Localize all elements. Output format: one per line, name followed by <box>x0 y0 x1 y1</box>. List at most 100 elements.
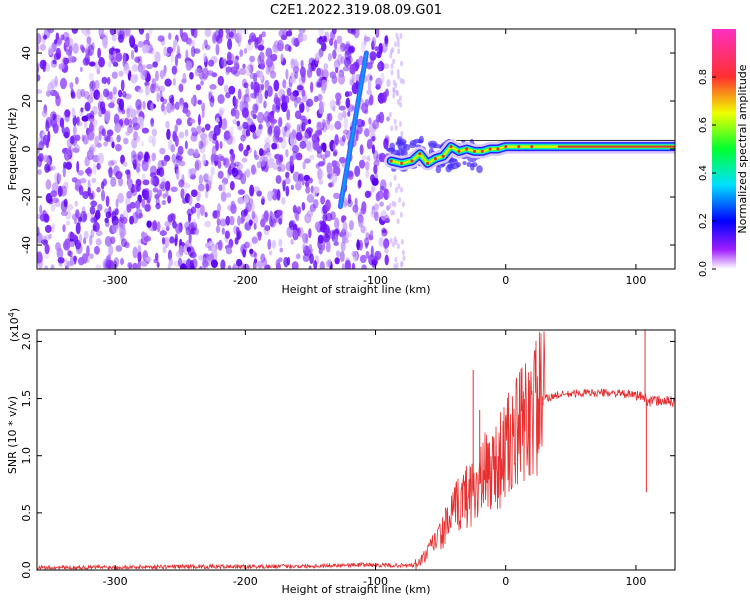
noise-blob <box>265 57 274 68</box>
noise-blob <box>44 265 49 269</box>
noise-blob <box>305 140 312 151</box>
ridge-blob <box>396 140 402 145</box>
noise-blob <box>198 190 202 199</box>
noise-blob <box>185 239 192 250</box>
noise-blob <box>189 168 197 176</box>
noise-blob <box>398 197 402 204</box>
noise-blob <box>302 253 310 263</box>
noise-blob <box>178 179 185 188</box>
noise-blob <box>217 160 222 169</box>
noise-blob <box>110 176 117 188</box>
noise-blob <box>250 164 256 175</box>
noise-blob <box>263 142 271 153</box>
noise-blob <box>118 98 125 111</box>
noise-blob <box>144 81 150 87</box>
noise-blob <box>185 258 192 269</box>
ridge-point <box>480 149 484 153</box>
noise-blob <box>63 57 70 65</box>
noise-blob <box>185 60 193 71</box>
noise-blob <box>217 170 224 179</box>
noise-blob <box>364 190 371 199</box>
noise-blob <box>243 193 250 205</box>
noise-blob <box>296 84 304 93</box>
noise-blob <box>338 156 346 164</box>
noise-blob <box>322 122 328 133</box>
noise-blob <box>236 120 241 127</box>
noise-blob <box>127 178 132 190</box>
noise-blob <box>95 238 102 246</box>
noise-blob <box>81 134 85 142</box>
noise-blob <box>56 247 62 257</box>
noise-blob <box>117 221 124 231</box>
noise-blob <box>140 260 148 267</box>
noise-blob <box>141 159 149 172</box>
noise-blob <box>129 108 137 118</box>
noise-blob <box>98 130 102 141</box>
noise-blob <box>393 41 397 48</box>
noise-blob <box>129 215 134 225</box>
noise-blob <box>394 124 398 131</box>
noise-blob <box>202 137 209 147</box>
noise-blob <box>330 211 336 221</box>
noise-blob <box>225 92 231 99</box>
y-tick-label: 1.0 <box>20 447 33 465</box>
noise-blob <box>253 252 258 259</box>
noise-blob <box>365 169 370 179</box>
noise-blob <box>253 149 257 158</box>
noise-blob <box>369 174 376 183</box>
noise-blob <box>109 91 114 100</box>
noise-blob <box>69 82 74 90</box>
noise-blob <box>125 130 131 136</box>
noise-blob <box>264 137 271 145</box>
noise-blob <box>354 165 361 177</box>
noise-blob <box>200 80 204 86</box>
noise-blob <box>243 93 250 104</box>
noise-blob <box>136 135 141 143</box>
noise-blob <box>294 57 298 67</box>
noise-blob <box>294 71 299 80</box>
noise-blob <box>76 116 80 126</box>
noise-blob <box>396 99 400 106</box>
noise-blob <box>374 211 379 222</box>
noise-blob <box>64 265 69 269</box>
noise-blob <box>364 109 369 115</box>
noise-blob <box>279 247 284 253</box>
noise-blob <box>131 138 138 149</box>
noise-blob <box>179 238 183 248</box>
noise-blob <box>110 236 116 245</box>
noise-blob <box>126 190 133 199</box>
noise-blob <box>302 243 306 251</box>
noise-blob <box>67 145 75 155</box>
noise-blob <box>184 128 189 137</box>
noise-blob <box>176 250 184 258</box>
noise-blob <box>332 49 337 60</box>
noise-blob <box>178 83 184 93</box>
spectrogram-x-label: Height of straight line (km) <box>281 283 430 296</box>
noise-blob <box>321 35 327 43</box>
noise-blob <box>221 227 225 235</box>
noise-blob <box>151 77 157 90</box>
noise-blob <box>316 151 323 159</box>
noise-blob <box>88 61 96 67</box>
noise-blob <box>42 209 47 219</box>
noise-blob <box>186 246 191 253</box>
noise-blob <box>233 225 238 235</box>
snr-background <box>37 330 675 570</box>
noise-blob <box>392 58 396 65</box>
noise-blob <box>393 263 397 269</box>
noise-blob <box>230 153 235 164</box>
noise-blob <box>343 57 352 68</box>
noise-blob <box>50 264 55 269</box>
noise-blob <box>160 96 164 103</box>
noise-blob <box>117 109 125 115</box>
noise-blob <box>371 259 378 266</box>
noise-blob <box>237 215 241 226</box>
noise-blob <box>168 32 172 41</box>
noise-blob <box>308 265 312 269</box>
noise-blob <box>365 251 370 259</box>
noise-blob <box>368 117 372 125</box>
noise-blob <box>318 68 324 79</box>
noise-blob <box>172 77 176 87</box>
noise-blob <box>364 128 370 138</box>
noise-blob <box>264 109 271 118</box>
